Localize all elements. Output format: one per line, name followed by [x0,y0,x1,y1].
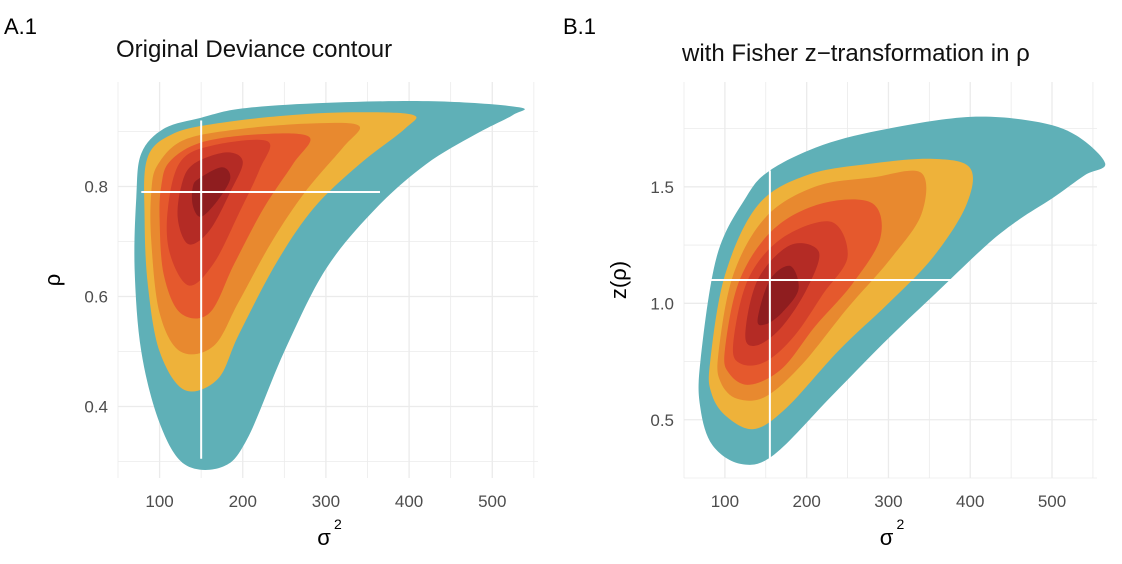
x-tick-label: 400 [956,492,984,511]
contour-bands [698,116,1106,465]
y-tick-label: 1.5 [650,178,674,197]
x-tick-label: 300 [874,492,902,511]
contour-plot-b: 100 200 300 400 500 0.5 1.0 1.5 σ2 z(ρ) [606,82,1106,550]
x-axis-label: σ [880,525,894,550]
y-tick-label: 0.4 [84,398,108,417]
chart-title: with Fisher z−transformation in ρ [682,40,1030,67]
panel-tag: A.1 [4,14,38,39]
x-tick-label: 100 [711,492,739,511]
x-tick-label: 500 [1038,492,1066,511]
x-tick-label: 200 [229,492,257,511]
y-axis-label: z(ρ) [606,261,631,299]
contour-bands [134,101,525,470]
x-tick-label: 100 [145,492,173,511]
contour-plot-a: 100 200 300 400 500 0.4 0.6 0.8 σ2 ρ [40,82,538,550]
x-tick-label: 500 [478,492,506,511]
y-axis-label: ρ [40,274,65,287]
y-tick-label: 0.5 [650,411,674,430]
x-axis-label: σ [317,525,331,550]
chart-title: Original Deviance contour [116,36,393,63]
y-tick-label: 0.6 [84,288,108,307]
x-tick-label: 200 [792,492,820,511]
panel-b: B.1 with Fisher z−transformation in ρ 10… [561,0,1122,564]
panel-a: A.1 Original Deviance contour 100 200 300 4… [4,14,538,550]
x-axis-label-superscript: 2 [897,516,905,532]
y-tick-label: 0.8 [84,178,108,197]
panel-tag: B.1 [563,14,597,39]
x-tick-label: 300 [312,492,340,511]
x-tick-label: 400 [395,492,423,511]
x-axis-label-superscript: 2 [334,516,342,532]
y-tick-label: 1.0 [650,294,674,313]
